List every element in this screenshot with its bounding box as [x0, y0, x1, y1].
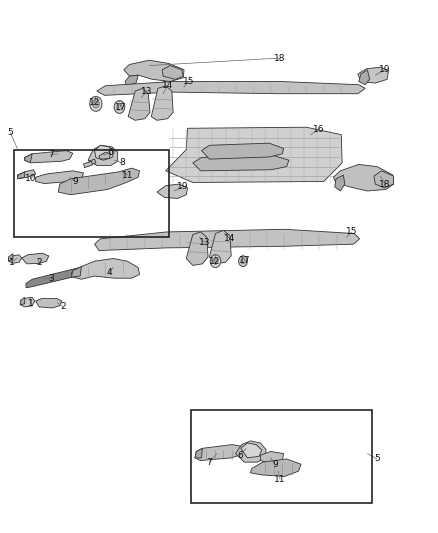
Text: 10: 10 — [25, 174, 36, 183]
Polygon shape — [95, 146, 114, 160]
Text: 12: 12 — [89, 98, 100, 107]
Circle shape — [117, 104, 122, 110]
Text: 18: 18 — [273, 54, 285, 62]
Polygon shape — [151, 86, 173, 120]
Circle shape — [241, 259, 245, 264]
Polygon shape — [236, 441, 266, 462]
Circle shape — [213, 258, 218, 264]
Polygon shape — [128, 88, 150, 120]
Text: 14: 14 — [162, 81, 173, 90]
Polygon shape — [97, 82, 365, 95]
Polygon shape — [358, 67, 389, 83]
Polygon shape — [20, 297, 25, 305]
Text: 12: 12 — [209, 257, 220, 265]
Polygon shape — [124, 60, 184, 82]
Polygon shape — [35, 298, 62, 308]
Text: 17: 17 — [239, 256, 250, 264]
Text: 7: 7 — [207, 458, 212, 466]
Text: 13: 13 — [199, 238, 211, 247]
Polygon shape — [335, 175, 345, 191]
Polygon shape — [71, 266, 81, 277]
Text: 16: 16 — [313, 125, 324, 134]
Bar — [191, 410, 372, 503]
Polygon shape — [26, 264, 99, 288]
Polygon shape — [9, 255, 21, 263]
Polygon shape — [35, 171, 84, 183]
Text: 13: 13 — [141, 86, 153, 95]
Polygon shape — [241, 443, 262, 458]
Text: 19: 19 — [177, 182, 189, 191]
Polygon shape — [193, 155, 289, 171]
Polygon shape — [166, 127, 342, 182]
Polygon shape — [333, 165, 394, 191]
Polygon shape — [88, 146, 118, 165]
Text: 2: 2 — [36, 258, 42, 266]
Polygon shape — [99, 152, 111, 159]
Text: 15: 15 — [346, 228, 358, 237]
Text: 19: 19 — [379, 66, 391, 74]
Text: 1: 1 — [9, 258, 14, 266]
Polygon shape — [95, 229, 360, 251]
Text: 11: 11 — [123, 171, 134, 180]
Circle shape — [239, 256, 247, 266]
Polygon shape — [195, 445, 247, 461]
Polygon shape — [9, 254, 13, 261]
Polygon shape — [25, 154, 32, 163]
Text: 6: 6 — [237, 451, 243, 460]
Text: 9: 9 — [72, 177, 78, 186]
Polygon shape — [17, 172, 25, 179]
Polygon shape — [201, 143, 284, 159]
Text: 18: 18 — [379, 180, 391, 189]
Text: 17: 17 — [115, 102, 127, 111]
Text: 3: 3 — [48, 273, 54, 282]
Text: 6: 6 — [108, 148, 113, 157]
Text: 11: 11 — [274, 475, 286, 483]
Circle shape — [90, 96, 102, 111]
Polygon shape — [71, 259, 140, 279]
Bar — [14, 150, 169, 237]
Polygon shape — [84, 161, 92, 167]
Polygon shape — [261, 451, 284, 463]
Text: 2: 2 — [60, 302, 66, 311]
Circle shape — [92, 100, 99, 108]
Text: 14: 14 — [224, 235, 236, 244]
Text: 7: 7 — [48, 150, 54, 159]
Text: 9: 9 — [272, 460, 278, 469]
Text: 5: 5 — [7, 128, 13, 137]
Text: 8: 8 — [119, 158, 125, 167]
Polygon shape — [251, 459, 301, 477]
Polygon shape — [359, 70, 370, 85]
Polygon shape — [89, 159, 96, 165]
Polygon shape — [25, 151, 73, 163]
Polygon shape — [125, 75, 138, 86]
Polygon shape — [162, 66, 183, 79]
Text: 15: 15 — [183, 77, 194, 86]
Circle shape — [210, 255, 221, 268]
Circle shape — [114, 101, 125, 114]
Text: 4: 4 — [106, 269, 112, 277]
Polygon shape — [195, 448, 202, 458]
Polygon shape — [21, 253, 49, 264]
Polygon shape — [209, 230, 231, 264]
Text: 1: 1 — [28, 299, 33, 308]
Polygon shape — [157, 184, 187, 198]
Polygon shape — [20, 297, 35, 307]
Polygon shape — [374, 171, 394, 188]
Polygon shape — [186, 232, 208, 265]
Polygon shape — [58, 168, 140, 195]
Text: 5: 5 — [374, 455, 380, 463]
Polygon shape — [17, 169, 35, 179]
